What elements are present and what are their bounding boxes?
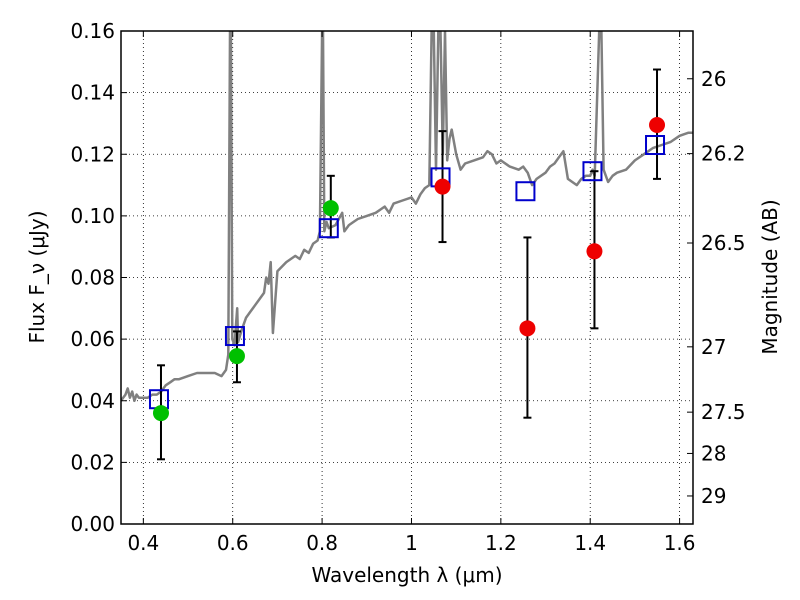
y-axis-label: Flux F_ν (μJy) [25,210,49,343]
x-tick-label: 1.6 [664,531,696,555]
x-tick-label: 0.8 [306,531,338,555]
spectrum-layer [121,31,693,403]
model-square-marker [318,218,339,239]
y-tick-label: 0.10 [70,204,115,228]
photometry-point [649,116,666,133]
x-axis-label: Wavelength λ (μm) [311,563,502,587]
model-square-marker [224,326,245,347]
y-tick-label: 0.06 [70,327,115,351]
y-tick-label: 0.14 [70,81,115,105]
y-tick-label: 0.04 [70,389,115,413]
right-tick-label: 28 [701,441,726,465]
photometry-point [228,348,245,365]
photometry-point [322,200,339,217]
right-tick-label: 26.5 [701,231,746,255]
model-square-marker [582,161,603,182]
x-tick-label: 0.4 [127,531,159,555]
y-tick-label: 0.08 [70,266,115,290]
model-square-marker [515,181,536,202]
right-tick-label: 26.2 [701,142,746,166]
x-tick-label: 1.4 [574,531,606,555]
photometry-point [586,243,603,260]
ticks [121,30,693,525]
x-tick-label: 0.6 [217,531,249,555]
markers [148,116,666,422]
right-tick-label: 29 [701,484,726,508]
spectrum-line [121,31,693,403]
x-tick-label: 1 [405,531,418,555]
right-tick-label: 27.5 [701,400,746,424]
right-tick-label: 26 [701,67,726,91]
photometry-point [434,178,451,195]
x-tick-label: 1.2 [485,531,517,555]
y-tick-label: 0.02 [70,450,115,474]
model-square-marker [645,135,666,156]
photometry-point [519,320,536,337]
right-tick-label: 27 [701,335,726,359]
right-axis-label: Magnitude (AB) [758,199,782,354]
y-tick-label: 0.16 [70,19,115,43]
y-tick-label: 0.00 [70,512,115,536]
y-tick-label: 0.12 [70,142,115,166]
photometry-point [152,405,169,422]
tick-labels: 0.4 0.6 0.8 1 1.2 1.4 1.6 0.00 0.02 0.04 0.06 0.08 0… [70,19,745,555]
